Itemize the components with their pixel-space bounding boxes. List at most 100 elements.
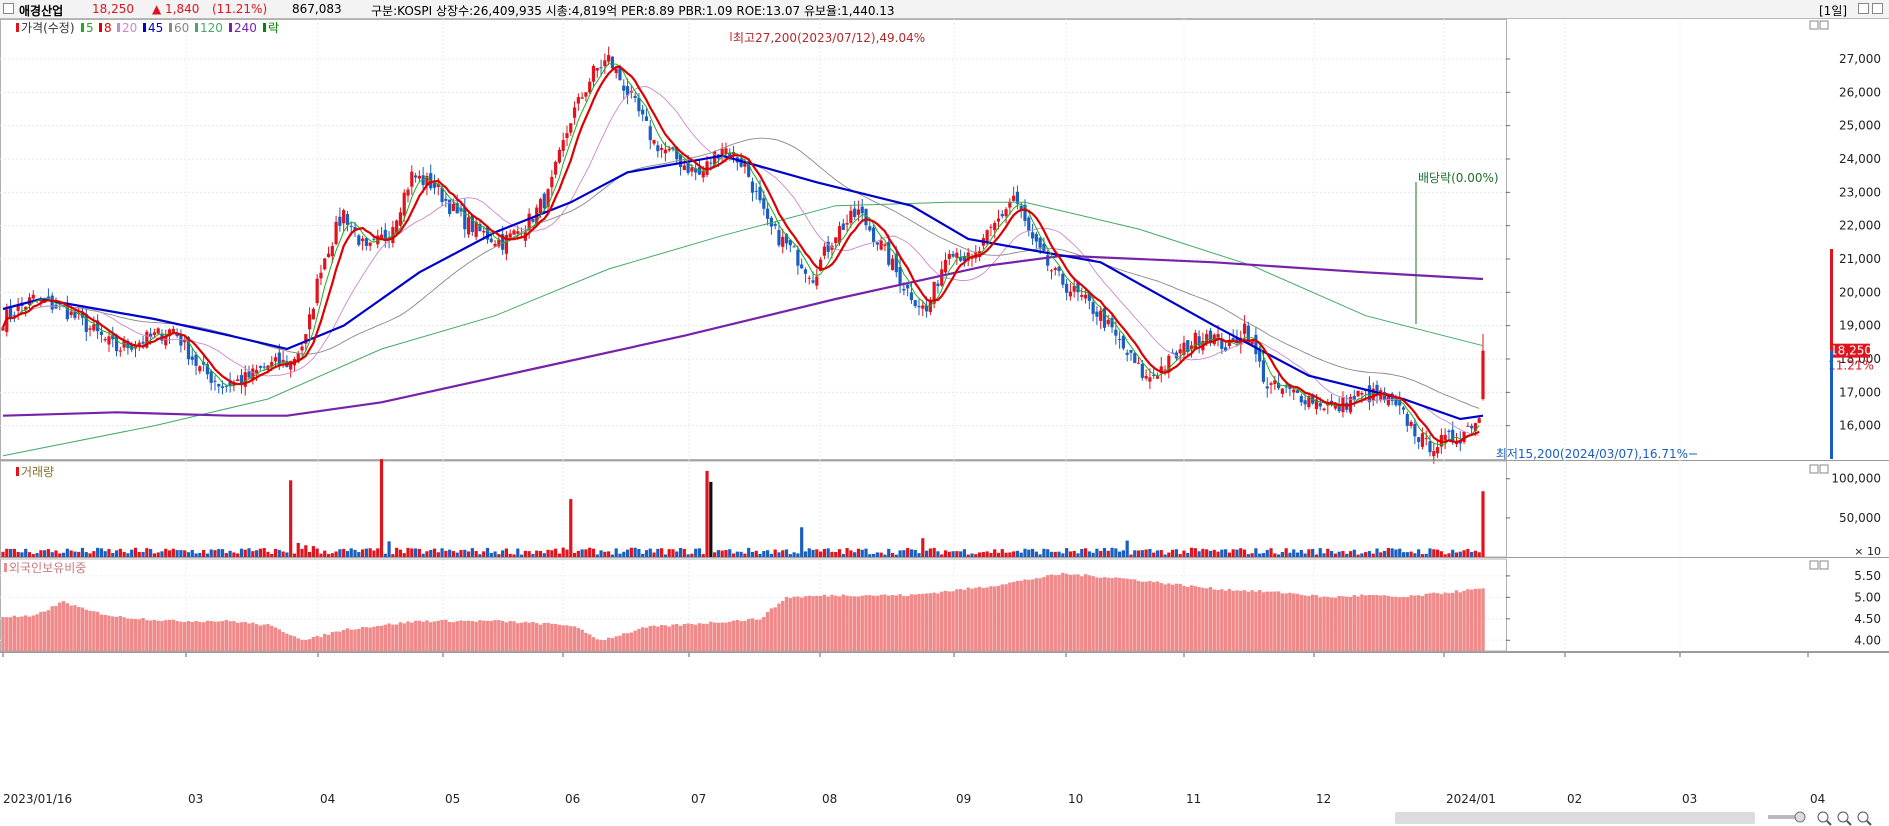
foreign-bar [1004, 584, 1008, 651]
volume-bar [16, 551, 20, 557]
foreign-bar [1136, 581, 1141, 651]
foreign-bar [1011, 581, 1016, 651]
foreign-bar [1144, 581, 1148, 651]
volume-bar [955, 551, 959, 557]
foreign-bar [1273, 591, 1277, 651]
candle-body [92, 324, 96, 331]
foreign-bar [440, 620, 444, 651]
candle-body [149, 333, 153, 337]
foreign-bar [258, 625, 263, 651]
checkbox-icon[interactable] [3, 3, 14, 14]
foreign-bar [42, 611, 47, 651]
volume-bar [43, 550, 47, 557]
candle-body [1076, 281, 1080, 293]
candle-body [773, 223, 777, 226]
volume-bar [69, 550, 73, 557]
volume-bar [977, 552, 982, 557]
ma8-line [1, 65, 1480, 444]
volume-bar [762, 550, 766, 557]
foreign-bar [777, 603, 781, 651]
candle-body [296, 353, 300, 363]
zoom-in-icon[interactable] [1817, 811, 1832, 826]
candle [463, 198, 467, 238]
close-icon[interactable] [1872, 3, 1883, 14]
foreign-bar [625, 633, 630, 651]
volume-bar [890, 552, 895, 557]
foreign-bar [1454, 590, 1459, 651]
candle [1061, 270, 1065, 289]
candle-body [379, 234, 384, 240]
volume-bar [1193, 548, 1197, 557]
volume-bar [671, 549, 675, 557]
foreign-bar [1042, 577, 1046, 651]
candle [1004, 207, 1008, 224]
candle-body [871, 227, 876, 242]
volume-bar [1307, 549, 1311, 557]
foreign-bar [1023, 579, 1027, 651]
annotations: 최고27,200(2023/07/12),49.04% 최저15,200(2024… [730, 31, 1697, 461]
volume-bar [277, 549, 281, 557]
period-button[interactable]: [1일] [1819, 4, 1848, 18]
candle-body [224, 385, 228, 387]
zoom-reset-icon[interactable] [1857, 811, 1872, 826]
candle [470, 214, 474, 236]
legend-ma-label: 45 [148, 21, 163, 35]
candle-body [936, 283, 940, 287]
zoom-slider-handle[interactable] [1794, 811, 1806, 823]
volume-bar [1265, 549, 1269, 557]
foreign-bar [1280, 593, 1285, 651]
legend-swatch [99, 23, 102, 32]
candle-body [762, 198, 766, 209]
foreign-bar [1030, 579, 1035, 651]
foreign-bar [1140, 581, 1145, 651]
candle [974, 245, 978, 263]
volume-bar [1405, 552, 1409, 557]
volume-bar [909, 549, 914, 557]
volume-bar [1186, 552, 1190, 557]
foreign-bar [73, 605, 77, 651]
horizontal-scrollbar[interactable] [1395, 812, 1755, 824]
zoom-out-icon[interactable] [1837, 811, 1852, 826]
foreign-bar [1008, 582, 1012, 651]
foreign-bar [133, 618, 138, 651]
foreign-bar [671, 624, 675, 651]
foreign-bar [1061, 572, 1065, 651]
volume-bar [538, 550, 543, 557]
candle-body [1307, 396, 1311, 408]
legend-swatch [4, 563, 7, 572]
foreign-bar [334, 631, 338, 651]
candle [31, 290, 35, 300]
candle [1254, 326, 1258, 363]
foreign-bar [1163, 584, 1167, 651]
volume-bar [894, 554, 898, 557]
candle [145, 329, 149, 349]
candle-body [1034, 233, 1038, 242]
candle-body [834, 237, 838, 243]
candle-body [1012, 195, 1016, 201]
candle [777, 222, 781, 248]
foreign-bar [569, 626, 573, 651]
candle-body [1099, 310, 1103, 321]
foreign-bar [95, 611, 100, 651]
volume-bar [1027, 549, 1031, 557]
foreign-bar [1015, 580, 1020, 651]
foreign-tick-label: 5.50 [1854, 569, 1881, 583]
candle-body [728, 152, 732, 158]
volume-bar [516, 548, 520, 557]
volume-bar [1273, 553, 1277, 557]
volume-bar [1288, 552, 1292, 557]
stock-header-bar: 애경산업 18,250 ▲ 1,840 (11.21%) 867,083 구분:… [0, 0, 1889, 19]
foreign-bar [323, 633, 327, 651]
candle [323, 258, 327, 271]
candle-body [970, 257, 974, 259]
foreign-bar [186, 620, 191, 651]
foreign-bar [1447, 593, 1451, 651]
volume-bar [292, 553, 297, 557]
candle [402, 189, 406, 222]
zoom-slider-track[interactable] [1768, 815, 1802, 819]
foreign-bar [765, 612, 770, 651]
volume-bar [1140, 550, 1144, 557]
foreign-bar [690, 624, 694, 651]
foreign-bar [550, 623, 554, 651]
minimize-icon[interactable] [1858, 3, 1869, 14]
